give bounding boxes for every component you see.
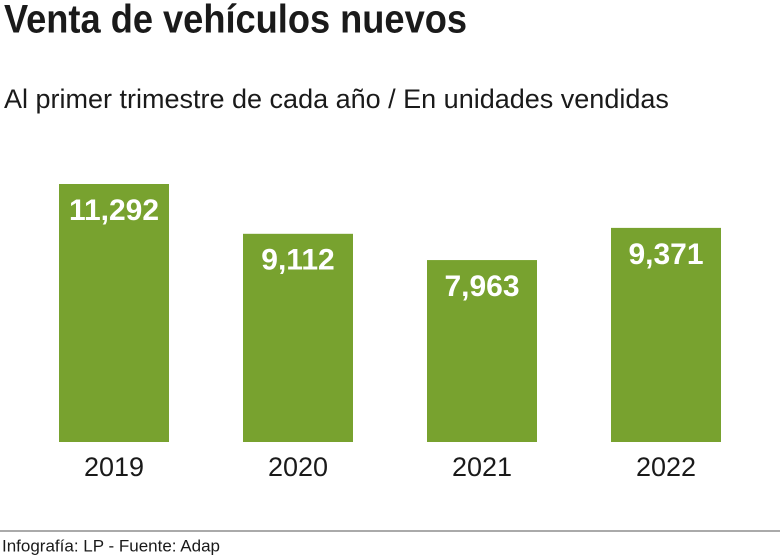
x-tick-label: 2019 [84, 452, 144, 482]
value-label: 11,292 [69, 194, 159, 227]
x-tick-label: 2020 [268, 452, 328, 482]
bar [59, 184, 169, 442]
value-label: 7,963 [444, 270, 519, 303]
value-label: 9,371 [628, 238, 703, 271]
x-tick-label: 2022 [636, 452, 696, 482]
x-tick-label: 2021 [452, 452, 512, 482]
chart-title: Venta de vehículos nuevos [4, 0, 467, 42]
source-note: Infografía: LP - Fuente: Adap [2, 536, 220, 555]
value-label: 9,112 [261, 244, 334, 277]
chart-subtitle: Al primer trimestre de cada año / En uni… [4, 84, 669, 114]
bar [611, 227, 721, 442]
bar [427, 260, 537, 442]
bar [243, 233, 353, 442]
